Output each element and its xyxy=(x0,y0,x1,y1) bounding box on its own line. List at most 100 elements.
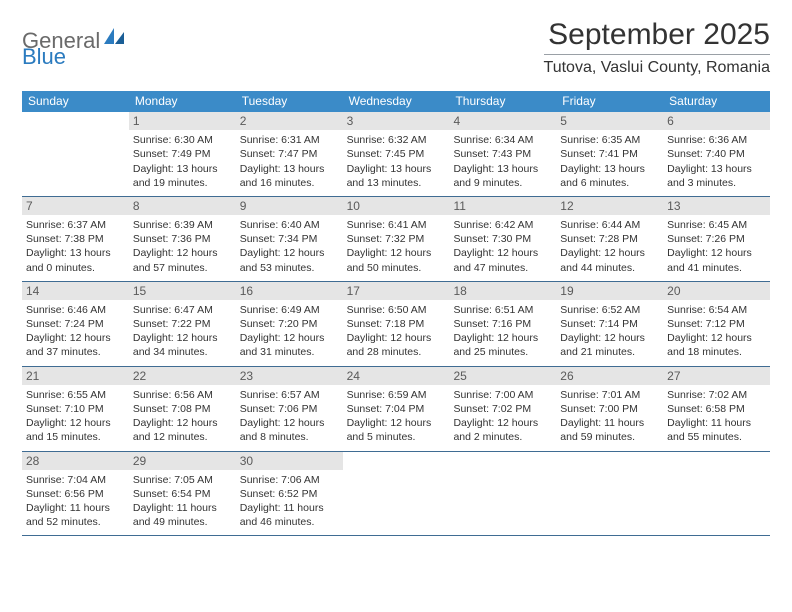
daylight-text-1: Daylight: 12 hours xyxy=(667,331,766,345)
daylight-text-2: and 53 minutes. xyxy=(240,261,339,275)
daylight-text-1: Daylight: 12 hours xyxy=(667,246,766,260)
sunset-text: Sunset: 7:47 PM xyxy=(240,147,339,161)
calendar-day-cell xyxy=(22,112,129,196)
day-number: 24 xyxy=(343,367,450,385)
day-number: 13 xyxy=(663,197,770,215)
calendar-day-cell: 18Sunrise: 6:51 AMSunset: 7:16 PMDayligh… xyxy=(449,282,556,366)
calendar-day-cell: 28Sunrise: 7:04 AMSunset: 6:56 PMDayligh… xyxy=(22,452,129,536)
sunset-text: Sunset: 7:26 PM xyxy=(667,232,766,246)
day-number: 10 xyxy=(343,197,450,215)
calendar-day-cell xyxy=(663,452,770,536)
daylight-text-1: Daylight: 12 hours xyxy=(560,331,659,345)
sunrise-text: Sunrise: 7:02 AM xyxy=(667,388,766,402)
calendar-header-cell: Saturday xyxy=(663,91,770,112)
daylight-text-1: Daylight: 12 hours xyxy=(240,331,339,345)
daylight-text-2: and 18 minutes. xyxy=(667,345,766,359)
sunrise-text: Sunrise: 6:30 AM xyxy=(133,133,232,147)
sunset-text: Sunset: 7:36 PM xyxy=(133,232,232,246)
sunset-text: Sunset: 7:49 PM xyxy=(133,147,232,161)
daylight-text-2: and 52 minutes. xyxy=(26,515,125,529)
daylight-text-2: and 13 minutes. xyxy=(347,176,446,190)
calendar-day-cell: 23Sunrise: 6:57 AMSunset: 7:06 PMDayligh… xyxy=(236,367,343,451)
sunrise-text: Sunrise: 7:05 AM xyxy=(133,473,232,487)
sunset-text: Sunset: 7:41 PM xyxy=(560,147,659,161)
sunset-text: Sunset: 7:06 PM xyxy=(240,402,339,416)
calendar-header-cell: Thursday xyxy=(449,91,556,112)
sunrise-text: Sunrise: 6:49 AM xyxy=(240,303,339,317)
day-number: 30 xyxy=(236,452,343,470)
sunset-text: Sunset: 7:12 PM xyxy=(667,317,766,331)
calendar-day-cell: 16Sunrise: 6:49 AMSunset: 7:20 PMDayligh… xyxy=(236,282,343,366)
sunrise-text: Sunrise: 6:56 AM xyxy=(133,388,232,402)
daylight-text-1: Daylight: 11 hours xyxy=(26,501,125,515)
day-number: 22 xyxy=(129,367,236,385)
day-number: 6 xyxy=(663,112,770,130)
calendar-day-cell: 26Sunrise: 7:01 AMSunset: 7:00 PMDayligh… xyxy=(556,367,663,451)
calendar-header-cell: Tuesday xyxy=(236,91,343,112)
day-number: 21 xyxy=(22,367,129,385)
daylight-text-1: Daylight: 13 hours xyxy=(667,162,766,176)
day-number: 26 xyxy=(556,367,663,385)
day-number: 19 xyxy=(556,282,663,300)
calendar-day-cell xyxy=(343,452,450,536)
daylight-text-1: Daylight: 12 hours xyxy=(560,246,659,260)
calendar-day-cell: 8Sunrise: 6:39 AMSunset: 7:36 PMDaylight… xyxy=(129,197,236,281)
day-number: 5 xyxy=(556,112,663,130)
daylight-text-1: Daylight: 13 hours xyxy=(133,162,232,176)
daylight-text-1: Daylight: 13 hours xyxy=(26,246,125,260)
calendar-page: General September 2025 Tutova, Vaslui Co… xyxy=(0,0,792,536)
calendar-day-cell: 6Sunrise: 6:36 AMSunset: 7:40 PMDaylight… xyxy=(663,112,770,196)
month-title: September 2025 xyxy=(544,18,770,55)
sunrise-text: Sunrise: 6:52 AM xyxy=(560,303,659,317)
calendar-day-cell: 25Sunrise: 7:00 AMSunset: 7:02 PMDayligh… xyxy=(449,367,556,451)
daylight-text-1: Daylight: 13 hours xyxy=(560,162,659,176)
sunrise-text: Sunrise: 6:46 AM xyxy=(26,303,125,317)
sunset-text: Sunset: 6:52 PM xyxy=(240,487,339,501)
logo-blue-label: Blue xyxy=(22,44,66,69)
calendar-body: 1Sunrise: 6:30 AMSunset: 7:49 PMDaylight… xyxy=(22,112,770,536)
sunset-text: Sunset: 7:10 PM xyxy=(26,402,125,416)
calendar-day-cell: 5Sunrise: 6:35 AMSunset: 7:41 PMDaylight… xyxy=(556,112,663,196)
daylight-text-1: Daylight: 12 hours xyxy=(133,416,232,430)
sunrise-text: Sunrise: 7:06 AM xyxy=(240,473,339,487)
sunset-text: Sunset: 6:58 PM xyxy=(667,402,766,416)
sunrise-text: Sunrise: 6:55 AM xyxy=(26,388,125,402)
daylight-text-2: and 47 minutes. xyxy=(453,261,552,275)
sunset-text: Sunset: 7:20 PM xyxy=(240,317,339,331)
day-number: 17 xyxy=(343,282,450,300)
day-number: 2 xyxy=(236,112,343,130)
calendar-header-cell: Monday xyxy=(129,91,236,112)
daylight-text-2: and 2 minutes. xyxy=(453,430,552,444)
calendar-week-row: 1Sunrise: 6:30 AMSunset: 7:49 PMDaylight… xyxy=(22,112,770,197)
sunrise-text: Sunrise: 6:50 AM xyxy=(347,303,446,317)
calendar-week-row: 14Sunrise: 6:46 AMSunset: 7:24 PMDayligh… xyxy=(22,282,770,367)
calendar-day-cell: 11Sunrise: 6:42 AMSunset: 7:30 PMDayligh… xyxy=(449,197,556,281)
calendar-header-cell: Sunday xyxy=(22,91,129,112)
calendar-day-cell: 17Sunrise: 6:50 AMSunset: 7:18 PMDayligh… xyxy=(343,282,450,366)
daylight-text-1: Daylight: 12 hours xyxy=(26,416,125,430)
calendar-day-cell: 2Sunrise: 6:31 AMSunset: 7:47 PMDaylight… xyxy=(236,112,343,196)
calendar-header-row: SundayMondayTuesdayWednesdayThursdayFrid… xyxy=(22,91,770,112)
daylight-text-1: Daylight: 12 hours xyxy=(133,331,232,345)
sunset-text: Sunset: 6:56 PM xyxy=(26,487,125,501)
sunrise-text: Sunrise: 6:51 AM xyxy=(453,303,552,317)
sunset-text: Sunset: 6:54 PM xyxy=(133,487,232,501)
daylight-text-1: Daylight: 12 hours xyxy=(240,416,339,430)
sunset-text: Sunset: 7:16 PM xyxy=(453,317,552,331)
daylight-text-1: Daylight: 12 hours xyxy=(240,246,339,260)
daylight-text-2: and 8 minutes. xyxy=(240,430,339,444)
day-number: 20 xyxy=(663,282,770,300)
calendar-day-cell: 7Sunrise: 6:37 AMSunset: 7:38 PMDaylight… xyxy=(22,197,129,281)
daylight-text-1: Daylight: 12 hours xyxy=(347,246,446,260)
sunset-text: Sunset: 7:43 PM xyxy=(453,147,552,161)
sunset-text: Sunset: 7:24 PM xyxy=(26,317,125,331)
daylight-text-1: Daylight: 12 hours xyxy=(453,416,552,430)
calendar-day-cell: 19Sunrise: 6:52 AMSunset: 7:14 PMDayligh… xyxy=(556,282,663,366)
sunrise-text: Sunrise: 6:59 AM xyxy=(347,388,446,402)
daylight-text-2: and 37 minutes. xyxy=(26,345,125,359)
sunrise-text: Sunrise: 6:42 AM xyxy=(453,218,552,232)
calendar-day-cell xyxy=(449,452,556,536)
header: General September 2025 Tutova, Vaslui Co… xyxy=(22,18,770,77)
daylight-text-2: and 28 minutes. xyxy=(347,345,446,359)
sunset-text: Sunset: 7:18 PM xyxy=(347,317,446,331)
